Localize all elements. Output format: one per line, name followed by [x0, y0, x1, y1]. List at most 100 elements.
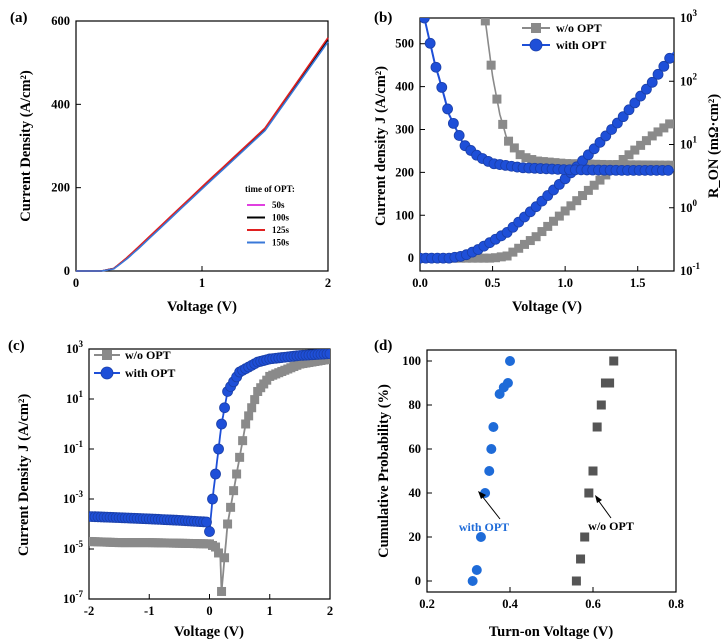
d-ytick-label: 80 — [409, 398, 422, 412]
c-ytick-label: 10-1 — [63, 439, 83, 456]
b-jv-marker — [549, 216, 559, 226]
b-jv-marker — [589, 180, 599, 190]
a-ytick-label: 0 — [64, 264, 70, 278]
d-arrowhead-with-opt — [478, 491, 486, 499]
b-ron-marker — [442, 103, 453, 115]
b-jv-marker — [508, 247, 518, 257]
c-marker — [220, 553, 230, 563]
b-jv-marker — [595, 175, 605, 185]
panel-b-frame — [419, 17, 675, 272]
b-ron-marker — [562, 159, 572, 169]
b-y2tick-label: 101 — [680, 135, 698, 152]
d-xtick-label: 0.4 — [502, 597, 518, 611]
c-marker — [210, 468, 221, 480]
c-series-line-circle — [89, 352, 330, 532]
c-plot-area — [89, 349, 330, 596]
a-ytick-label: 200 — [51, 181, 70, 195]
b-jv-marker — [531, 232, 541, 242]
a-legend-label: 50s — [272, 200, 285, 210]
b-jv-marker — [496, 252, 506, 262]
b-xtick-label: 0.0 — [412, 276, 428, 290]
a-xlabel: Voltage (V) — [167, 299, 237, 315]
b-ron-marker — [453, 130, 465, 141]
d-ytick-label: 20 — [409, 530, 422, 544]
d-point-square — [605, 378, 615, 388]
c-marker — [211, 542, 221, 552]
c-marker — [223, 519, 233, 529]
b-jv-marker — [583, 185, 593, 195]
b-jv-marker — [665, 119, 674, 129]
c-marker — [207, 493, 218, 505]
d-point-square — [592, 422, 602, 432]
c-legend-swatch-marker — [102, 350, 112, 360]
b-ytick-label: 400 — [395, 80, 414, 94]
c-marker — [213, 443, 224, 455]
b-ron-marker — [436, 81, 448, 93]
b-jv-marker — [647, 131, 657, 141]
a-ytick-label: 600 — [51, 14, 70, 28]
a-legend-title: time of OPT: — [245, 184, 295, 194]
b-jv-marker — [520, 239, 530, 249]
b-ron-marker — [515, 150, 525, 160]
panel-d-frame — [426, 349, 677, 593]
b-jv-marker — [514, 243, 524, 253]
c-marker — [244, 411, 254, 421]
d-xtick-label: 0.6 — [585, 597, 601, 611]
d-annotation-wo-opt: w/o OPT — [588, 519, 634, 533]
b-ron-marker — [625, 160, 635, 170]
b-ron-marker — [654, 160, 664, 170]
b-legend-swatch-marker — [531, 23, 541, 33]
b-y2tick-label: 103 — [680, 8, 698, 25]
c-marker — [219, 402, 230, 414]
b-jv-marker — [618, 155, 628, 165]
b-ron-marker — [602, 160, 612, 170]
b-jv-marker — [636, 140, 646, 150]
c-legend-label: with OPT — [125, 366, 175, 380]
c-marker — [324, 349, 330, 360]
b-jv-marker — [566, 201, 576, 211]
b-jv-marker — [624, 150, 634, 160]
d-point-circle — [502, 378, 513, 388]
b-xtick-label: 1.0 — [557, 276, 573, 290]
d-point-square — [571, 576, 581, 586]
c-marker — [217, 586, 227, 596]
b-ron-marker — [527, 155, 537, 165]
b-jv-marker — [467, 253, 477, 263]
b-jv-marker — [652, 68, 664, 80]
c-xtick-label: -1 — [144, 604, 154, 618]
c-marker — [204, 526, 215, 537]
b-ron-marker — [637, 160, 647, 170]
c-marker — [201, 516, 212, 528]
d-ytick-label: 0 — [415, 574, 421, 588]
b-ron-marker — [420, 18, 430, 24]
panel-a-frame — [75, 20, 329, 272]
b-ron-marker — [550, 158, 560, 168]
c-xtick-label: 2 — [327, 604, 333, 618]
b-legend-label: w/o OPT — [556, 21, 602, 35]
d-point-square — [576, 554, 586, 564]
d-annotation-with-opt: with OPT — [459, 520, 509, 534]
b-y2tick-label: 100 — [680, 198, 698, 215]
b-ron-marker — [504, 136, 514, 146]
a-xtick-label: 0 — [73, 276, 79, 290]
c-marker — [226, 502, 236, 512]
c-ylabel: Current Density J (A/cm²) — [16, 394, 32, 557]
b-ron-marker — [538, 157, 548, 167]
c-ytick-label: 101 — [66, 389, 84, 406]
b-ytick-label: 0 — [408, 251, 414, 265]
d-xtick-label: 0.8 — [668, 597, 684, 611]
c-ytick-label: 10-7 — [63, 589, 83, 606]
a-xtick-label: 1 — [199, 276, 205, 290]
a-xtick-label: 2 — [325, 276, 331, 290]
b-jv-marker — [659, 123, 669, 133]
panel-b-tag: (b) — [374, 10, 392, 26]
b-xtick-label: 0.5 — [485, 276, 501, 290]
b-ron-marker — [649, 160, 659, 170]
a-legend-label: 100s — [272, 213, 290, 223]
c-marker — [214, 548, 224, 558]
panel-a-tag: (a) — [10, 10, 28, 26]
d-arrowhead-wo-opt — [595, 495, 602, 503]
b-ron-marker — [591, 159, 601, 169]
